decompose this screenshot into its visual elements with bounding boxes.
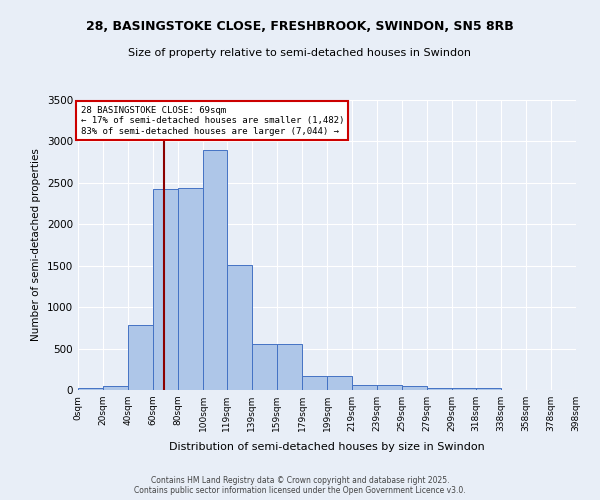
Bar <box>227 265 252 390</box>
Y-axis label: Number of semi-detached properties: Number of semi-detached properties <box>31 148 41 342</box>
Bar <box>327 376 352 390</box>
Bar <box>402 386 427 390</box>
Bar <box>252 344 277 390</box>
Text: Size of property relative to semi-detached houses in Swindon: Size of property relative to semi-detach… <box>128 48 472 58</box>
Bar <box>377 385 402 390</box>
Bar <box>302 376 327 390</box>
Bar <box>103 386 128 390</box>
Text: 28, BASINGSTOKE CLOSE, FRESHBROOK, SWINDON, SN5 8RB: 28, BASINGSTOKE CLOSE, FRESHBROOK, SWIND… <box>86 20 514 33</box>
Text: Contains HM Land Registry data © Crown copyright and database right 2025.
Contai: Contains HM Land Registry data © Crown c… <box>134 476 466 495</box>
Bar <box>352 384 377 390</box>
Bar <box>153 188 178 390</box>
X-axis label: Distribution of semi-detached houses by size in Swindon: Distribution of semi-detached houses by … <box>169 442 485 452</box>
Bar <box>476 388 501 390</box>
Bar <box>427 388 452 390</box>
Bar <box>203 150 227 390</box>
Bar <box>128 326 153 390</box>
Text: 28 BASINGSTOKE CLOSE: 69sqm
← 17% of semi-detached houses are smaller (1,482)
83: 28 BASINGSTOKE CLOSE: 69sqm ← 17% of sem… <box>80 106 344 136</box>
Bar <box>452 388 476 390</box>
Bar <box>178 188 203 390</box>
Bar <box>78 388 103 390</box>
Bar <box>277 344 302 390</box>
